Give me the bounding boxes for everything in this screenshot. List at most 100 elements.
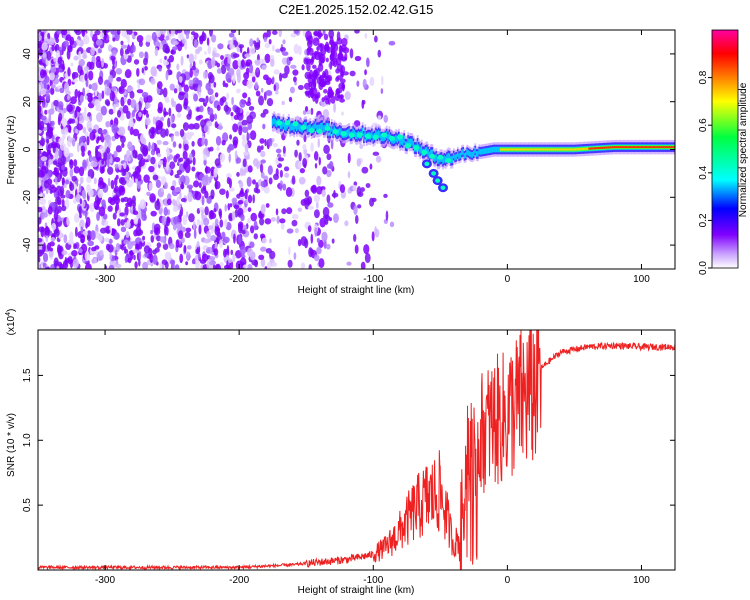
heatmap-speckle xyxy=(339,98,346,103)
heatmap-ridge-cell xyxy=(271,118,274,126)
heatmap-speckle xyxy=(232,73,236,84)
heatmap-ridge-cell xyxy=(639,146,642,149)
heatmap-speckle xyxy=(141,213,147,222)
heatmap-ridge-cell xyxy=(553,148,556,151)
heatmap-ridge-cell xyxy=(660,146,663,149)
heatmap-speckle xyxy=(97,92,102,102)
heatmap-speckle xyxy=(91,161,98,168)
heatmap-speckle xyxy=(139,199,147,210)
heatmap-ridge-cell xyxy=(364,129,367,137)
heatmap-speckle xyxy=(180,206,184,217)
heatmap-speckle xyxy=(142,235,146,241)
heatmap-speckle xyxy=(329,36,334,45)
heatmap-speckle xyxy=(99,145,106,154)
heatmap-speckle xyxy=(305,30,312,41)
heatmap-speckle xyxy=(213,113,218,120)
heatmap-speckle xyxy=(57,189,64,197)
heatmap-ridge-cell xyxy=(396,135,399,143)
heatmap-speckle xyxy=(138,51,144,59)
heatmap-speckle xyxy=(213,81,217,88)
heatmap-speckle xyxy=(111,123,119,134)
heatmap-speckle xyxy=(148,141,151,152)
heatmap-speckle xyxy=(181,181,184,190)
heatmap-ridge-cell xyxy=(493,146,495,153)
heatmap-ridge-cell xyxy=(329,128,332,136)
heatmap-ridge-cell xyxy=(629,146,632,149)
heatmap-ridge-cell xyxy=(285,124,288,132)
heatmap-speckle xyxy=(313,209,320,219)
heatmap-speckle xyxy=(216,104,221,111)
heatmap-ridge-cell xyxy=(542,148,545,151)
heatmap-speckle xyxy=(107,139,112,149)
heatmap-speckle xyxy=(46,50,52,61)
heatmap-speckle xyxy=(291,213,299,220)
heatmap-speckle xyxy=(318,156,321,166)
heatmap-ridge-cell xyxy=(448,153,451,161)
heatmap-speckle xyxy=(236,157,241,164)
heatmap-speckle xyxy=(136,67,140,77)
heatmap-speckle xyxy=(95,39,103,46)
heatmap-speckle xyxy=(150,230,154,235)
heatmap-speckle xyxy=(80,234,86,244)
heatmap-speckle xyxy=(364,69,367,76)
heatmap-ridge-cell xyxy=(458,153,461,160)
heatmap-speckle xyxy=(79,219,85,230)
heatmap-speckle xyxy=(383,193,388,198)
heatmap-speckle xyxy=(100,166,105,174)
heatmap-speckle xyxy=(85,263,92,269)
heatmap-speckle xyxy=(149,134,155,139)
heatmap-speckle xyxy=(354,55,362,62)
heatmap-ridge-cell xyxy=(658,146,660,149)
heatmap-ridge-cell xyxy=(564,148,567,151)
heatmap-speckle xyxy=(74,213,80,223)
heatmap-speckle xyxy=(126,218,130,228)
heatmap-speckle xyxy=(104,237,110,243)
heatmap-speckle xyxy=(72,258,79,269)
heatmap-speckle xyxy=(313,69,319,79)
heatmap-speckle xyxy=(172,223,177,231)
heatmap-speckle xyxy=(64,127,69,136)
heatmap-ridge-cell xyxy=(416,140,419,148)
heatmap-speckle xyxy=(178,75,183,83)
heatmap-speckle xyxy=(260,204,266,215)
heatmap-speckle xyxy=(324,214,331,222)
heatmap-speckle xyxy=(325,243,331,250)
heatmap-speckle xyxy=(195,115,201,121)
heatmap-ridge-cell xyxy=(505,148,508,151)
heatmap-ridge-cell xyxy=(486,147,489,154)
heatmap-speckle xyxy=(85,221,88,229)
heatmap-speckle xyxy=(291,175,296,185)
heatmap-speckle xyxy=(281,100,285,106)
heatmap-speckle xyxy=(94,89,98,97)
heatmap-speckle xyxy=(114,156,121,163)
heatmap-speckle xyxy=(171,30,176,35)
spectrogram-x-label: Height of straight line (km) xyxy=(298,285,415,296)
heatmap-speckle xyxy=(256,37,260,43)
y-tick-label: 1.5 xyxy=(22,368,33,382)
heatmap-speckle xyxy=(38,48,43,54)
heatmap-speckle xyxy=(38,149,42,156)
heatmap-speckle xyxy=(214,92,219,98)
heatmap-speckle xyxy=(163,111,169,116)
heatmap-speckle xyxy=(40,115,47,121)
heatmap-speckle xyxy=(235,106,241,116)
heatmap-ridge-cell xyxy=(420,145,423,153)
heatmap-speckle xyxy=(137,218,142,229)
heatmap-speckle xyxy=(151,31,158,41)
heatmap-speckle xyxy=(106,229,111,234)
heatmap-ridge-cell xyxy=(471,152,474,158)
heatmap-speckle xyxy=(219,239,224,248)
heatmap-ridge-cell xyxy=(318,124,321,132)
heatmap-ridge-cell xyxy=(585,147,588,150)
heatmap-speckle xyxy=(65,179,70,185)
heatmap-speckle xyxy=(58,149,63,158)
heatmap-speckle xyxy=(115,145,122,153)
heatmap-speckle xyxy=(124,156,131,162)
heatmap-speckle xyxy=(78,206,82,215)
heatmap-ridge-cell xyxy=(490,147,493,153)
heatmap-speckle xyxy=(91,257,97,264)
heatmap-speckle xyxy=(235,88,241,94)
heatmap-speckle xyxy=(74,128,79,134)
heatmap-ridge-cell xyxy=(522,148,525,151)
heatmap-speckle xyxy=(329,53,335,59)
